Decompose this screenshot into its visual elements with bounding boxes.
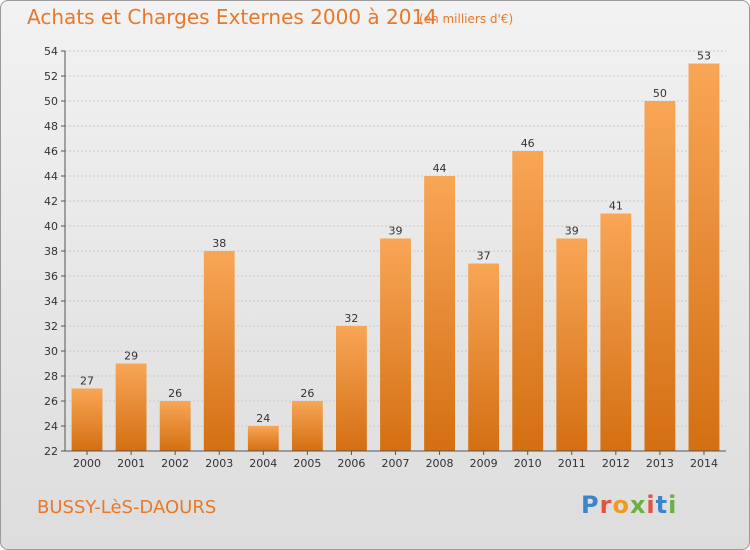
data-label: 24 (256, 412, 270, 425)
bar (336, 326, 367, 451)
y-tick-label: 54 (44, 45, 58, 58)
y-tick-label: 24 (44, 420, 58, 433)
bars-layer (71, 63, 720, 451)
y-tick-label: 32 (44, 320, 58, 333)
data-label: 26 (168, 387, 182, 400)
bar (468, 263, 500, 451)
x-tick-label: 2011 (558, 457, 586, 470)
data-label: 26 (300, 387, 314, 400)
y-tick-label: 34 (44, 295, 58, 308)
bar (600, 213, 632, 451)
x-tick-label: 2010 (514, 457, 542, 470)
bar (291, 401, 323, 451)
data-label: 50 (653, 87, 667, 100)
y-tick-label: 28 (44, 370, 58, 383)
y-tick-label: 44 (44, 170, 58, 183)
bar (424, 176, 455, 451)
y-tick-label: 22 (44, 445, 58, 458)
commune-name: BUSSY-LèS-DAOURS (37, 497, 217, 518)
x-tick-label: 2003 (205, 457, 233, 470)
y-tick-label: 30 (44, 345, 58, 358)
x-tick-label: 2004 (249, 457, 277, 470)
bar (203, 251, 235, 451)
bar (556, 238, 588, 451)
data-label: 32 (344, 312, 358, 325)
bar (688, 63, 720, 451)
data-label: 37 (477, 250, 491, 263)
chart-subtitle: (en milliers d'€) (419, 12, 514, 26)
bar (115, 363, 147, 451)
x-tick-label: 2000 (73, 457, 101, 470)
y-tick-label: 42 (44, 195, 58, 208)
bar (247, 426, 279, 451)
bar (644, 101, 676, 451)
y-tick-label: 46 (44, 145, 58, 158)
data-label: 46 (521, 137, 535, 150)
y-tick-label: 38 (44, 245, 58, 258)
data-label: 38 (212, 237, 226, 250)
x-tick-label: 2005 (293, 457, 321, 470)
x-tick-label: 2012 (602, 457, 630, 470)
data-label: 39 (565, 225, 579, 238)
x-tick-label: 2002 (161, 457, 189, 470)
y-tick-label: 36 (44, 270, 58, 283)
data-label: 27 (80, 375, 94, 388)
chart-title: Achats et Charges Externes 2000 à 2014 (27, 5, 437, 29)
data-label: 29 (124, 350, 138, 363)
y-tick-label: 26 (44, 395, 58, 408)
x-tick-label: 2006 (337, 457, 365, 470)
data-label: 53 (697, 50, 711, 63)
x-tick-label: 2013 (646, 457, 674, 470)
y-tick-label: 52 (44, 70, 58, 83)
bar (159, 401, 191, 451)
proxiti-logo: Proxiti (581, 491, 678, 519)
bar (380, 238, 411, 451)
y-tick-label: 40 (44, 220, 58, 233)
x-tick-label: 2007 (382, 457, 410, 470)
x-tick-label: 2009 (470, 457, 498, 470)
bar (71, 388, 103, 451)
data-label: 44 (433, 162, 447, 175)
labels-layer: 27 29 26 38 24 26 32 39 44 37 46 39 41 50 53 (80, 50, 711, 426)
y-tick-label: 50 (44, 95, 58, 108)
data-label: 39 (389, 225, 403, 238)
x-tick-label: 2001 (117, 457, 145, 470)
y-tick-label: 48 (44, 120, 58, 133)
bar (512, 151, 544, 451)
data-label: 41 (609, 200, 623, 213)
x-tick-label: 2014 (690, 457, 718, 470)
axis-layer: 22 24 26 28 30 32 34 36 38 40 42 44 46 48 50 52 54 2000 20… (44, 45, 726, 470)
x-tick-label: 2008 (426, 457, 454, 470)
